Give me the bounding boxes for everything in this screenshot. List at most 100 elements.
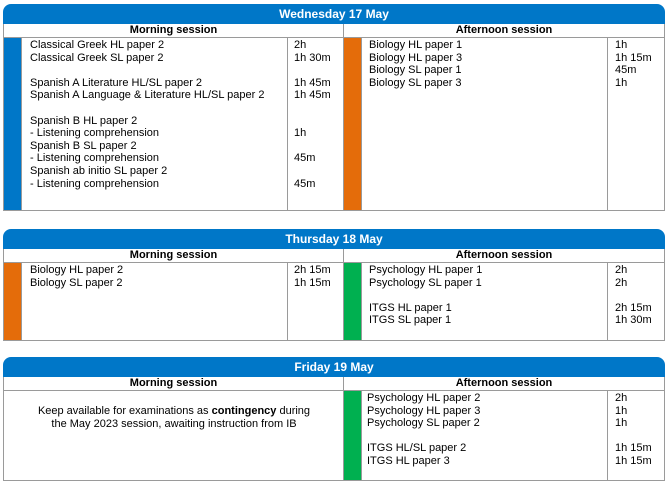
divider bbox=[287, 38, 288, 210]
exam-row: Spanish A Language & Literature HL/SL pa… bbox=[30, 89, 340, 102]
exam-duration: 1h 30m bbox=[294, 51, 331, 64]
exam-row: Spanish ab initio SL paper 2 bbox=[30, 165, 340, 178]
exam-name: Spanish A Language & Literature HL/SL pa… bbox=[30, 89, 265, 102]
exam-name: Biology HL paper 2 bbox=[30, 264, 124, 276]
exam-duration: 2h bbox=[294, 39, 307, 51]
session-color-band bbox=[4, 38, 21, 210]
exam-row: Biology HL paper 2 2h 15m bbox=[30, 264, 340, 277]
exam-name: Spanish B HL paper 2 bbox=[30, 114, 138, 127]
exam-name: Spanish A Literature HL/SL paper 2 bbox=[30, 76, 203, 89]
day-title: Friday 19 May bbox=[3, 357, 665, 377]
divider bbox=[361, 38, 362, 210]
exam-name: ITGS HL paper 3 bbox=[367, 454, 450, 467]
contingency-keyword: contingency bbox=[211, 405, 277, 417]
exam-duration: 2h 15m bbox=[294, 264, 331, 276]
exam-row: Spanish A Literature HL/SL paper 2 1h 45m bbox=[30, 77, 340, 90]
exam-name: Spanish B SL paper 2 bbox=[30, 139, 137, 152]
divider bbox=[21, 38, 22, 210]
exam-name: Psychology HL paper 1 bbox=[369, 264, 483, 276]
exam-row: - Listening comprehension 1h bbox=[30, 127, 340, 140]
divider bbox=[607, 391, 608, 480]
exam-row bbox=[30, 102, 340, 115]
day-block-friday: Friday 19 May Morning session Afternoon … bbox=[3, 357, 665, 481]
exam-name: Biology SL paper 2 bbox=[30, 276, 123, 289]
exam-name: Biology SL paper 3 bbox=[369, 76, 462, 89]
exam-duration: 1h 15m bbox=[615, 442, 652, 455]
exam-row: Biology SL paper 2 1h 15m bbox=[30, 277, 340, 290]
day-block-thursday: Thursday 18 May Morning session Afternoo… bbox=[3, 229, 665, 341]
morning-exam-list: Classical Greek HL paper 2 2h Classical G… bbox=[30, 39, 340, 190]
exam-row: Psychology HL paper 1 2h bbox=[369, 264, 659, 277]
exam-row: Biology HL paper 3 1h 15m bbox=[369, 52, 659, 65]
exam-row bbox=[369, 289, 659, 302]
day-block-wednesday: Wednesday 17 May Morning session Afterno… bbox=[3, 4, 665, 211]
exam-row: - Listening comprehension 45m bbox=[30, 152, 340, 165]
exam-row: Psychology HL paper 3 1h bbox=[367, 405, 659, 418]
exam-duration: 1h bbox=[615, 76, 628, 89]
divider bbox=[361, 391, 362, 480]
exam-name: - Listening comprehension bbox=[30, 152, 160, 165]
exam-name: Psychology SL paper 2 bbox=[367, 417, 480, 430]
divider bbox=[343, 24, 344, 210]
contingency-text: during bbox=[276, 405, 311, 417]
exam-row: Classical Greek HL paper 2 2h bbox=[30, 39, 340, 52]
exam-name: Biology HL paper 1 bbox=[369, 39, 463, 51]
session-color-band bbox=[344, 38, 361, 210]
divider bbox=[607, 263, 608, 340]
contingency-text: Keep available for examinations as bbox=[37, 405, 212, 417]
exam-row bbox=[367, 430, 659, 443]
exam-name: Classical Greek SL paper 2 bbox=[30, 51, 164, 64]
exam-duration: 1h 15m bbox=[615, 454, 652, 467]
exam-duration: 1h 45m bbox=[294, 89, 331, 102]
exam-duration: 1h bbox=[615, 404, 628, 417]
divider bbox=[343, 249, 344, 340]
morning-session-label: Morning session bbox=[4, 24, 344, 38]
session-table: Morning session Afternoon session Biolog… bbox=[3, 249, 665, 341]
exam-name: Spanish ab initio SL paper 2 bbox=[30, 164, 168, 177]
exam-row: Biology SL paper 3 1h bbox=[369, 77, 659, 90]
exam-duration: 1h 30m bbox=[615, 314, 652, 327]
contingency-note: Keep available for examinations as conti… bbox=[8, 405, 340, 431]
exam-duration: 1h 45m bbox=[294, 76, 331, 89]
exam-row: Psychology SL paper 2 1h bbox=[367, 417, 659, 430]
exam-row: Psychology SL paper 1 2h bbox=[369, 277, 659, 290]
exam-name: Psychology SL paper 1 bbox=[369, 276, 482, 289]
afternoon-session-label: Afternoon session bbox=[344, 249, 664, 263]
exam-duration: 1h 15m bbox=[294, 276, 331, 289]
exam-row: Biology HL paper 1 1h bbox=[369, 39, 659, 52]
afternoon-session-label: Afternoon session bbox=[344, 24, 664, 38]
exam-row: ITGS HL paper 3 1h 15m bbox=[367, 455, 659, 468]
exam-duration: 45m bbox=[294, 152, 316, 165]
exam-row: - Listening comprehension 45m bbox=[30, 178, 340, 191]
exam-duration: 2h bbox=[615, 276, 628, 289]
exam-duration: 2h 15m bbox=[615, 301, 652, 314]
contingency-line-2: the May 2023 session, awaiting instructi… bbox=[51, 418, 297, 430]
exam-duration: 1h bbox=[615, 417, 628, 430]
exam-duration: 45m bbox=[615, 64, 637, 77]
divider bbox=[343, 377, 344, 480]
morning-session-label: Morning session bbox=[4, 249, 344, 263]
exam-row: Psychology HL paper 2 2h bbox=[367, 392, 659, 405]
session-table: Morning session Afternoon session Classi… bbox=[3, 24, 665, 211]
exam-name: Classical Greek HL paper 2 bbox=[30, 39, 165, 51]
exam-row: Biology SL paper 1 45m bbox=[369, 64, 659, 77]
session-color-band bbox=[4, 263, 21, 340]
afternoon-session-label: Afternoon session bbox=[344, 377, 664, 391]
afternoon-exam-list: Psychology HL paper 1 2h Psychology SL pa… bbox=[369, 264, 659, 327]
morning-exam-list: Biology HL paper 2 2h 15m Biology SL pape… bbox=[30, 264, 340, 289]
exam-name: Psychology HL paper 2 bbox=[367, 392, 481, 404]
afternoon-exam-list: Psychology HL paper 2 2h Psychology HL pa… bbox=[367, 392, 659, 468]
day-title: Thursday 18 May bbox=[3, 229, 665, 249]
exam-row: Spanish B HL paper 2 bbox=[30, 115, 340, 128]
day-title: Wednesday 17 May bbox=[3, 4, 665, 24]
exam-row: ITGS HL paper 1 2h 15m bbox=[369, 302, 659, 315]
exam-row: ITGS SL paper 1 1h 30m bbox=[369, 314, 659, 327]
divider bbox=[21, 263, 22, 340]
exam-row bbox=[30, 64, 340, 77]
exam-name: ITGS HL/SL paper 2 bbox=[367, 442, 467, 455]
exam-name: - Listening comprehension bbox=[30, 127, 160, 140]
session-color-band bbox=[344, 263, 361, 340]
session-color-band bbox=[344, 391, 361, 480]
exam-duration: 2h bbox=[615, 392, 628, 404]
exam-name: ITGS HL paper 1 bbox=[369, 301, 452, 314]
